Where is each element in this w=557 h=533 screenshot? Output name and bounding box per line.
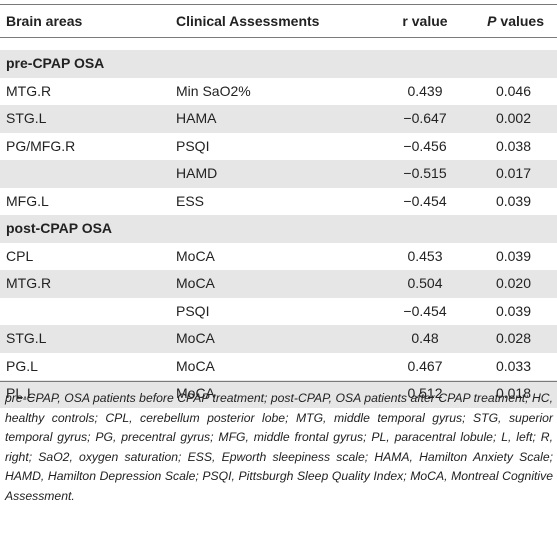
header-brain-areas: Brain areas bbox=[6, 13, 83, 29]
table-footnote: pre-CPAP, OSA patients before CPAP treat… bbox=[5, 391, 553, 503]
header-p-letter: P bbox=[487, 13, 497, 29]
table-row: MTG.R MoCA 0.504 0.020 bbox=[0, 270, 557, 298]
table-row: MTG.R Min SaO2% 0.439 0.046 bbox=[0, 78, 557, 106]
cell-p-value: 0.046 bbox=[495, 82, 532, 99]
cell-r-value: 0.48 bbox=[411, 330, 439, 346]
cell-p-value: 0.038 bbox=[495, 137, 532, 154]
table-row: PL.L MoCA 0.512 0.018 bbox=[0, 380, 557, 408]
cell-clinical-assessment: MoCA bbox=[176, 247, 215, 264]
cell-p-value: 0.039 bbox=[495, 302, 532, 319]
cell-brain-area: MFG.L bbox=[6, 192, 49, 209]
cell-brain-area: PG/MFG.R bbox=[6, 137, 76, 154]
cell-clinical-assessment: ESS bbox=[176, 192, 205, 209]
cell-brain-area: MTG.R bbox=[6, 82, 52, 99]
header-clinical-assessments: Clinical Assessments bbox=[176, 13, 320, 29]
table-row: STG.L MoCA 0.48 0.028 bbox=[0, 325, 557, 353]
cell-p-value: 0.033 bbox=[495, 357, 532, 374]
cell-r-value: 0.512 bbox=[407, 385, 443, 401]
cell-brain-area: MTG.R bbox=[6, 275, 52, 291]
cell-brain-area: STG.L bbox=[6, 330, 47, 346]
cell-p-value: 0.018 bbox=[495, 385, 532, 401]
cell-brain-area: PG.L bbox=[6, 357, 38, 374]
table-row: HAMD −0.515 0.017 bbox=[0, 160, 557, 188]
cell-p-value: 0.002 bbox=[495, 110, 532, 126]
table-group-row: post-CPAP OSA bbox=[0, 215, 557, 243]
table-top-rule bbox=[0, 4, 557, 5]
table-group-row: pre-CPAP OSA bbox=[0, 50, 557, 78]
cell-brain-area: PL.L bbox=[6, 385, 35, 401]
cell-brain-area: STG.L bbox=[6, 110, 47, 126]
table-row: PG/MFG.R PSQI −0.456 0.038 bbox=[0, 133, 557, 161]
cell-r-value: −0.456 bbox=[403, 137, 447, 154]
table-row: PSQI −0.454 0.039 bbox=[0, 298, 557, 326]
cell-r-value: 0.439 bbox=[407, 82, 443, 99]
cell-r-value: −0.454 bbox=[403, 302, 447, 319]
cell-clinical-assessment: PSQI bbox=[176, 302, 210, 319]
cell-clinical-assessment: MoCA bbox=[176, 330, 215, 346]
table-row: CPL MoCA 0.453 0.039 bbox=[0, 243, 557, 271]
cell-brain-area: CPL bbox=[6, 247, 34, 264]
table-row: MFG.L ESS −0.454 0.039 bbox=[0, 188, 557, 216]
table-row: STG.L HAMA −0.647 0.002 bbox=[0, 105, 557, 133]
header-p-rest: values bbox=[496, 13, 544, 29]
cell-p-value: 0.017 bbox=[495, 165, 532, 181]
cell-r-value: 0.504 bbox=[407, 275, 443, 291]
cell-brain-area: pre-CPAP OSA bbox=[6, 55, 105, 71]
cell-clinical-assessment: HAMA bbox=[176, 110, 217, 126]
cell-clinical-assessment: HAMD bbox=[176, 165, 218, 181]
cell-r-value: −0.515 bbox=[403, 165, 447, 181]
table-header-row: Brain areas Clinical Assessments r value… bbox=[0, 6, 557, 36]
cell-clinical-assessment: MoCA bbox=[176, 385, 215, 401]
cell-r-value: 0.453 bbox=[407, 247, 443, 264]
cell-r-value: −0.454 bbox=[403, 192, 447, 209]
header-r-value: r value bbox=[402, 13, 448, 29]
cell-clinical-assessment: PSQI bbox=[176, 137, 210, 154]
cell-p-value: 0.028 bbox=[495, 330, 532, 346]
cell-p-value: 0.039 bbox=[495, 247, 532, 264]
cell-r-value: 0.467 bbox=[407, 357, 443, 374]
cell-clinical-assessment: MoCA bbox=[176, 357, 215, 374]
cell-p-value: 0.039 bbox=[495, 192, 532, 209]
cell-clinical-assessment: Min SaO2% bbox=[176, 82, 251, 99]
table-bottom-rule bbox=[0, 381, 557, 382]
cell-r-value: −0.647 bbox=[403, 110, 447, 126]
cell-clinical-assessment: MoCA bbox=[176, 275, 215, 291]
table-header-rule bbox=[0, 37, 557, 38]
header-p-values: P values bbox=[470, 6, 544, 36]
table-row: PG.L MoCA 0.467 0.033 bbox=[0, 353, 557, 381]
cell-brain-area: post-CPAP OSA bbox=[6, 220, 113, 236]
cell-p-value: 0.020 bbox=[495, 275, 532, 291]
